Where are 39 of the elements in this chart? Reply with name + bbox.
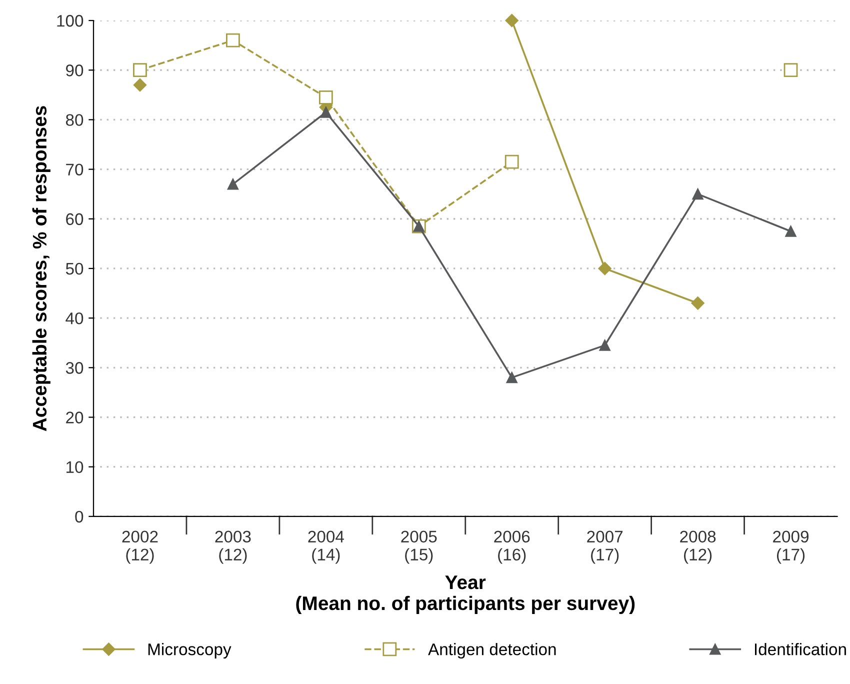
point (318, 90, 333, 104)
legend-label: Microscopy (148, 642, 232, 659)
point (784, 63, 798, 78)
x-tick-label: 2008 (12) (680, 530, 716, 564)
point (599, 340, 610, 351)
point (506, 372, 518, 384)
y-axis-title: Acceptable scores, % of responses (32, 106, 50, 432)
y-tick-label: 80 (66, 114, 84, 126)
legend-label: Antigen detection (428, 642, 556, 659)
x-tick-label: 2002 (12) (122, 530, 158, 564)
x-tick-label: 2009 (17) (773, 530, 809, 564)
point (691, 296, 704, 310)
point (226, 33, 240, 48)
point (227, 178, 239, 190)
point (504, 154, 519, 169)
point (692, 188, 704, 200)
x-tick-label: 2003 (12) (215, 530, 251, 564)
x-axis-title: Year (Mean no. of participants per survey) (296, 576, 635, 614)
legend-label: Identification (754, 642, 846, 656)
x-tick-label: 2005 (15) (401, 530, 437, 564)
point (320, 106, 332, 118)
point (785, 226, 796, 237)
y-tick-label: 30 (66, 362, 84, 374)
x-tick-label: 2006 (16) (494, 530, 530, 564)
x-tick-label: 2007 (17) (587, 530, 623, 564)
point (133, 78, 147, 92)
y-tick-label: 0 (75, 510, 84, 523)
x-tick-label: 2004 (14) (308, 530, 344, 564)
point (133, 63, 147, 78)
y-tick-label: 20 (66, 412, 84, 424)
y-tick-label: 50 (66, 262, 84, 275)
y-tick-label: 60 (66, 213, 84, 226)
point (505, 14, 518, 28)
y-tick-label: 90 (66, 64, 84, 76)
y-tick-label: 40 (66, 312, 84, 324)
y-tick-label: 10 (66, 461, 84, 474)
y-tick-label: 100 (57, 14, 84, 27)
point (598, 262, 612, 276)
y-tick-label: 70 (66, 164, 84, 176)
